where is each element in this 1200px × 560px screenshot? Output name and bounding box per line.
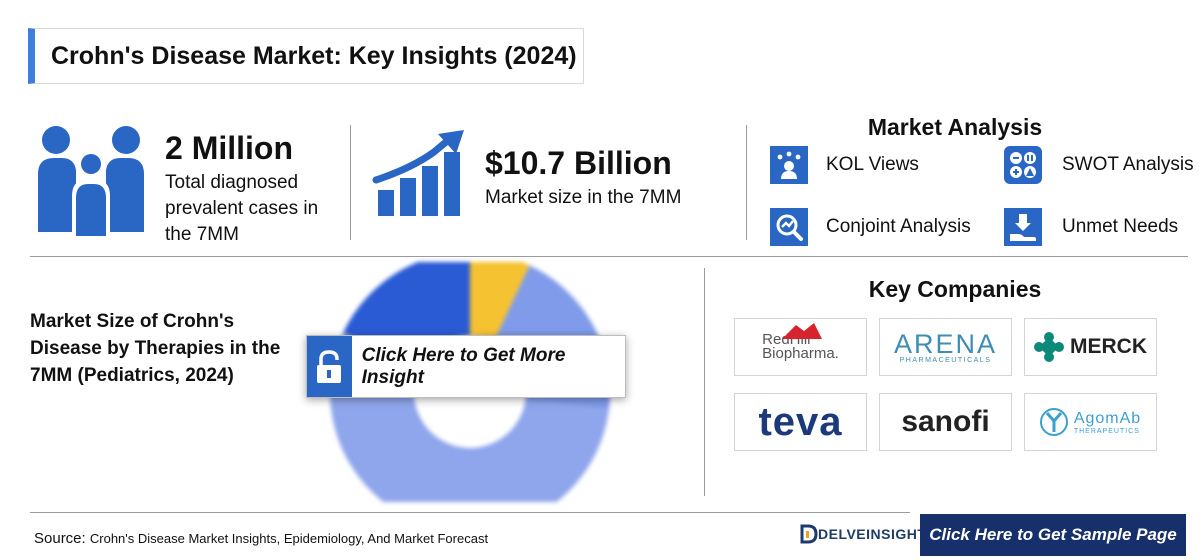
market-analysis-item-swot[interactable]: SWOT Analysis [1004,146,1194,184]
market-analysis-item-kol[interactable]: KOL Views [770,146,919,184]
source-note: Source: Crohn's Disease Market Insights,… [34,530,488,547]
delveinsight-mark-icon [800,524,818,544]
chart-title: Market Size of Crohn's Disease by Therap… [30,308,295,389]
agomab-mark-icon [1039,408,1068,436]
key-companies-title: Key Companies [868,276,1042,302]
stat-prevalent-desc-line: prevalent cases in [165,198,319,219]
sample-page-label: Click Here to Get Sample Page [929,525,1177,544]
market-analysis-label: Conjoint Analysis [826,216,971,237]
company-logo-text: MERCK [1070,335,1147,358]
company-logo-text: Biopharma. [762,345,839,362]
company-logo-text: teva [758,399,843,444]
company-logo-text: AgomAb [1073,409,1142,427]
company-logo-redhill: RedHill Biopharma. [734,318,867,376]
growth-chart-icon [372,130,464,216]
chart-title-line: 7MM (Pediatrics, 2024) [30,365,234,386]
conjoint-icon [770,208,808,246]
company-logo-sanofi: sanofi [879,393,1012,451]
market-analysis-label: SWOT Analysis [1062,154,1194,175]
stat-market-size-value: $10.7 Billion [485,145,672,181]
stat-prevalent-desc: Total diagnosed prevalent cases in the 7… [165,170,318,248]
stat-market-size-desc-line: Market size in the 7MM [485,187,682,208]
company-logo-teva: teva [734,393,867,451]
family-icon [38,126,144,238]
kol-icon [770,146,808,184]
source-text: Crohn's Disease Market Insights, Epidemi… [89,531,489,546]
page-title: Crohn's Disease Market: Key Insights (20… [51,41,577,70]
pie-slice [470,252,530,342]
redhill-mark-icon [782,323,823,339]
company-logo-arena: ARENA PHARMACEUTICALS [879,318,1012,376]
more-insight-button[interactable]: Click Here to Get More Insight [306,335,626,398]
stat-prevalent-desc-line: Total diagnosed [165,172,299,193]
market-analysis-label: KOL Views [826,154,919,175]
company-logo-agomab: AgomAb THERAPEUTICS [1024,393,1157,451]
stat-prevalent-value: 2 Million [165,130,293,166]
page-title-box: Crohn's Disease Market: Key Insights (20… [28,28,584,84]
stat-market-size-desc: Market size in the 7MM [485,185,681,211]
source-label: Source: [34,530,86,547]
stat-prevalent-desc-line: the 7MM [165,224,239,245]
merck-mark-icon [1034,332,1064,362]
divider [30,256,1188,257]
swot-icon [1004,146,1042,184]
company-logo-merck: MERCK [1024,318,1157,376]
more-insight-label: Click Here to Get More Insight [361,344,566,388]
market-analysis-label: Unmet Needs [1062,216,1179,237]
market-analysis-item-conjoint[interactable]: Conjoint Analysis [770,208,971,246]
company-logo-text: PHARMACEUTICALS [899,356,992,364]
unmet-needs-icon [1004,208,1042,246]
chart-title-line: Market Size of Crohn's [30,311,235,332]
market-analysis-title: Market Analysis [867,114,1043,140]
chart-title-line: Disease by Therapies in the [30,338,281,359]
company-logo-text: ARENA [893,328,998,359]
delveinsight-wordmark: DELVEINSIGHT [818,526,927,542]
company-logo-text: sanofi [901,405,990,438]
divider [30,512,910,513]
divider [704,268,705,496]
company-logo-text: THERAPEUTICS [1073,427,1140,435]
lock-icon [307,336,352,397]
market-analysis-item-unmet-needs[interactable]: Unmet Needs [1004,208,1178,246]
divider [746,125,747,240]
divider [350,125,351,240]
delveinsight-logo[interactable]: DELVEINSIGHT [800,524,926,544]
sample-page-button[interactable]: Click Here to Get Sample Page [920,514,1186,556]
